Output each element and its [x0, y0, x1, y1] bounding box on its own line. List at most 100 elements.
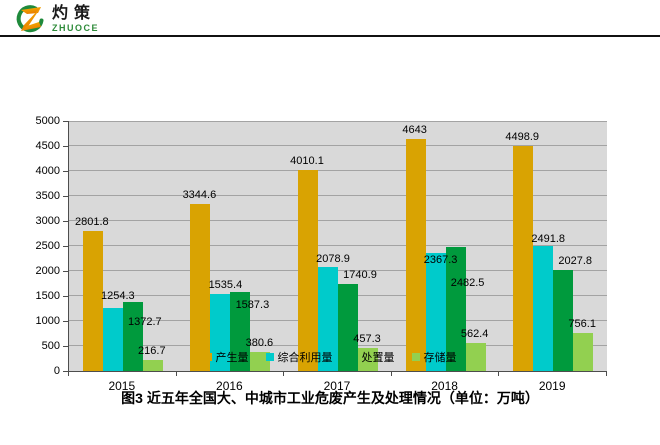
- legend-label: 存储量: [423, 352, 457, 364]
- data-label: 2078.9: [316, 253, 350, 266]
- data-label: 4010.1: [290, 155, 324, 168]
- data-label: 216.7: [138, 345, 166, 358]
- header-divider: [0, 35, 660, 37]
- gridline: [69, 220, 607, 221]
- legend-item-综合利用量: 综合利用量: [265, 349, 333, 365]
- zhuoce-logo-icon: [16, 5, 44, 33]
- bar-综合利用量-2018: [425, 252, 446, 371]
- y-axis-tick: [63, 296, 68, 297]
- x-axis-label: 2015: [108, 379, 136, 393]
- bar-产生量-2015: [82, 230, 103, 371]
- data-label: 1535.4: [208, 279, 243, 292]
- bar-综合利用量-2015: [102, 308, 123, 371]
- bar-综合利用量-2019: [533, 246, 554, 371]
- y-axis-label: 2500: [35, 240, 60, 252]
- y-axis-label: 4000: [35, 165, 60, 177]
- bar-产生量-2016: [190, 203, 211, 371]
- bar-综合利用量-2016: [210, 294, 231, 371]
- gridline: [69, 195, 607, 196]
- y-axis-tick: [63, 221, 68, 222]
- data-label: 4498.9: [505, 131, 540, 144]
- legend-swatch-icon: [265, 353, 274, 361]
- y-axis-label: 3500: [35, 190, 60, 202]
- legend-label: 综合利用量: [277, 352, 333, 364]
- y-axis-tick: [63, 346, 68, 347]
- legend-swatch-icon: [349, 353, 358, 361]
- data-label: 2491.8: [531, 233, 566, 246]
- y-axis-label: 1500: [35, 290, 60, 302]
- legend-item-处置量: 处置量: [349, 349, 395, 365]
- brand-name-cn: 灼策: [52, 4, 97, 22]
- brand-logo: 灼策 ZHUOCE: [14, 3, 99, 35]
- data-label: 562.4: [460, 327, 489, 340]
- y-axis-label: 1000: [35, 315, 60, 327]
- legend-label: 产生量: [215, 352, 249, 364]
- bar-处置量-2015: [122, 302, 143, 371]
- figure-caption: 图3 近五年全国大、中城市工业危废产生及处理情况（单位：万吨）: [121, 390, 539, 406]
- y-axis-tick: [63, 146, 68, 147]
- bar-产生量-2018: [405, 138, 426, 371]
- x-axis-tick: [390, 372, 392, 376]
- y-axis-tick: [63, 321, 68, 322]
- bar-处置量-2019: [553, 269, 574, 371]
- y-axis-label: 500: [41, 340, 60, 352]
- y-axis-label: 2000: [35, 265, 60, 277]
- gridline: [69, 121, 607, 122]
- bar-chart: 产生量 综合利用量 处置量 存储量 0 500 1000 1500 2000 2500 3000 3…: [0, 48, 660, 392]
- data-label: 756.1: [568, 318, 596, 331]
- data-label: 2482.5: [450, 276, 485, 289]
- bar-存储量-2016: [250, 351, 271, 371]
- data-label: 1587.3: [235, 299, 270, 312]
- data-label: 4643: [402, 123, 427, 136]
- legend-label: 处置量: [361, 352, 395, 364]
- y-axis-label: 4500: [35, 140, 60, 152]
- y-axis-tick: [63, 246, 68, 247]
- x-axis-label: 2017: [323, 379, 351, 393]
- data-label: 1254.3: [100, 290, 135, 303]
- bar-存储量-2019: [573, 333, 594, 371]
- bar-产生量-2017: [298, 170, 318, 371]
- y-axis-label: 0: [53, 365, 60, 377]
- x-axis-tick: [175, 372, 177, 376]
- gridline: [69, 270, 607, 271]
- bar-存储量-2017: [358, 348, 378, 371]
- y-axis-tick: [63, 121, 68, 122]
- bar-处置量-2018: [445, 246, 466, 371]
- brand-name-en: ZHUOCE: [52, 22, 99, 33]
- data-label: 380.6: [245, 336, 274, 349]
- y-axis-tick: [63, 371, 68, 372]
- x-axis-tick: [68, 372, 69, 376]
- x-axis-tick: [283, 372, 285, 376]
- bar-存储量-2015: [142, 360, 163, 371]
- x-axis-tick: [498, 372, 500, 376]
- y-axis-label: 5000: [35, 115, 60, 127]
- data-label: 457.3: [353, 333, 381, 346]
- legend-item-产生量: 产生量: [203, 349, 249, 365]
- data-label: 1740.9: [343, 269, 377, 282]
- gridline: [69, 170, 607, 171]
- y-axis-tick: [63, 171, 68, 172]
- chart-legend: 产生量 综合利用量 处置量 存储量: [0, 349, 660, 365]
- data-label: 3344.6: [182, 188, 217, 201]
- plot-area: [68, 121, 607, 372]
- data-label: 1372.7: [127, 316, 162, 329]
- gridline: [69, 245, 607, 246]
- data-label: 2027.8: [558, 255, 593, 268]
- gridline: [69, 145, 607, 146]
- x-axis-tick: [606, 372, 607, 376]
- legend-item-存储量: 存储量: [411, 349, 457, 365]
- bar-综合利用量-2017: [318, 267, 338, 371]
- legend-swatch-icon: [203, 353, 212, 361]
- x-axis-label: 2018: [431, 379, 458, 393]
- bar-产生量-2019: [513, 146, 534, 371]
- x-axis-label: 2019: [538, 379, 566, 393]
- bar-处置量-2017: [338, 283, 358, 371]
- y-axis-label: 3000: [35, 215, 60, 227]
- bar-存储量-2018: [465, 342, 486, 371]
- data-label: 2367.3: [423, 253, 458, 266]
- data-label: 2801.8: [74, 215, 109, 228]
- legend-swatch-icon: [411, 353, 420, 361]
- y-axis-tick: [63, 271, 68, 272]
- x-axis-label: 2016: [216, 379, 243, 393]
- y-axis-tick: [63, 196, 68, 197]
